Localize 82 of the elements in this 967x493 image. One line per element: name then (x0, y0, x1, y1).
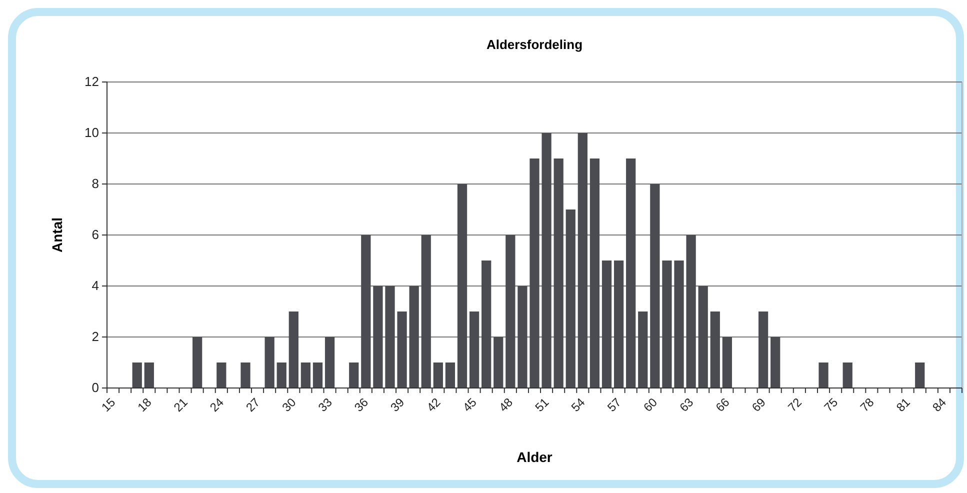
bar (758, 312, 768, 388)
bar (312, 362, 323, 388)
x-tick-label: 78 (857, 394, 877, 415)
bar (542, 133, 552, 388)
bar (264, 337, 274, 388)
bar (385, 286, 395, 388)
y-axis-title: Antal (49, 218, 65, 252)
bar (409, 286, 419, 388)
x-tick-label: 24 (207, 394, 227, 415)
x-axis-title: Alder (516, 449, 553, 465)
bar (650, 184, 660, 388)
bar (554, 158, 564, 388)
bar (602, 260, 612, 388)
y-tick-label: 0 (92, 380, 99, 396)
bar (578, 133, 588, 388)
bar (445, 362, 456, 388)
bar (842, 362, 852, 388)
bar (349, 362, 359, 388)
bar (132, 362, 142, 388)
bar (915, 362, 925, 388)
bar (421, 235, 431, 388)
bar (662, 260, 672, 388)
bar (566, 210, 576, 388)
bar (494, 337, 504, 388)
bar (144, 362, 154, 388)
bar (397, 312, 407, 388)
x-tick-label: 39 (388, 394, 408, 415)
bar (276, 362, 286, 388)
x-tick-label: 15 (98, 394, 118, 415)
x-tick-label: 69 (749, 394, 769, 415)
bar (722, 337, 732, 388)
bar (457, 184, 468, 388)
x-tick-label: 30 (279, 394, 299, 415)
x-tick-label: 54 (568, 394, 588, 415)
y-tick-label: 10 (84, 125, 99, 140)
x-tick-label: 42 (424, 394, 444, 415)
x-tick-label: 60 (640, 394, 660, 415)
x-tick-label: 33 (316, 394, 336, 415)
y-tick-label: 2 (92, 329, 99, 344)
bar (373, 286, 383, 388)
bar (638, 312, 648, 388)
y-tick-label: 8 (92, 176, 99, 192)
x-tick-label: 27 (243, 394, 263, 415)
x-tick-label: 21 (171, 394, 191, 415)
bar (288, 312, 298, 388)
bar (698, 286, 708, 388)
bar (818, 362, 828, 388)
bar (240, 362, 250, 388)
y-tick-label: 6 (92, 227, 99, 242)
bar (192, 337, 202, 388)
x-tick-label: 63 (676, 394, 696, 415)
x-tick-label: 45 (460, 394, 480, 415)
bar (518, 286, 528, 388)
y-tick-label: 4 (92, 278, 99, 294)
bar (674, 260, 684, 388)
x-tick-label: 75 (821, 394, 841, 415)
x-tick-label: 48 (496, 394, 516, 415)
bar (324, 337, 335, 388)
bar (770, 337, 780, 388)
bar (686, 235, 696, 388)
x-tick-label: 81 (894, 394, 914, 415)
bar (433, 362, 443, 388)
x-tick-label: 18 (134, 394, 154, 415)
chart-title: Aldersfordeling (486, 37, 583, 52)
bar (300, 362, 311, 388)
y-tick-label: 12 (84, 74, 99, 90)
bar (469, 312, 480, 388)
bar (216, 362, 226, 388)
x-tick-label: 36 (352, 394, 372, 415)
bar (530, 158, 540, 388)
bar (482, 260, 492, 388)
x-tick-label: 72 (785, 394, 805, 415)
bar (590, 158, 600, 388)
bar (361, 235, 371, 388)
x-tick-label: 66 (712, 394, 732, 415)
x-tick-label: 57 (604, 394, 624, 415)
bar (710, 312, 720, 388)
bar (626, 158, 636, 388)
x-tick-label: 84 (930, 394, 950, 415)
bar (614, 260, 624, 388)
bar (506, 235, 516, 388)
x-tick-label: 51 (532, 394, 552, 415)
